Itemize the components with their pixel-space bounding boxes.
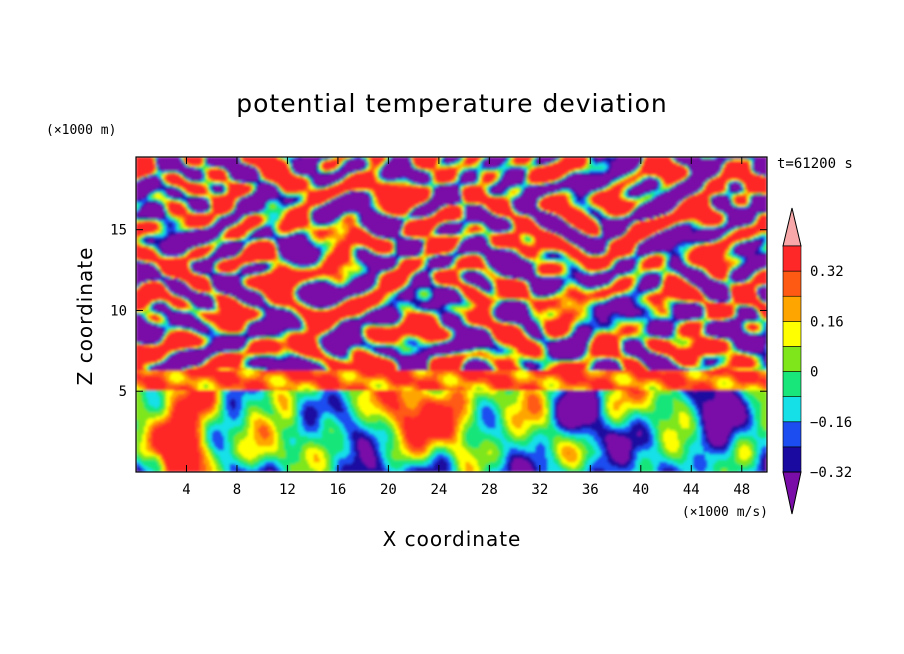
colorbar-tick-label: 0.16 [810,314,844,330]
x-tick-label: 12 [279,482,296,498]
colorbar-band [782,446,802,473]
time-label: t=61200 s [777,156,853,172]
plot-frame [135,156,768,473]
colorbar-band [782,245,802,272]
x-tick-label: 16 [329,482,346,498]
y-axis: 5 10 15 [110,223,767,400]
x-axis-unit: (×1000 m/s) [682,505,768,520]
y-tick-label: 5 [119,384,127,400]
colorbar-tick-label: 0.32 [810,264,844,280]
colorbar-band [782,346,802,372]
colorbar-extend-top [782,207,802,247]
x-tick-label: 48 [733,482,750,498]
x-axis: 4 8 12 16 20 24 28 32 36 40 44 48 [182,157,750,498]
x-tick-label: 44 [683,482,700,498]
x-tick-label: 36 [582,482,599,498]
x-tick-label: 40 [632,482,649,498]
x-axis-label: X coordinate [383,527,522,551]
x-tick-label: 32 [531,482,548,498]
colorbar-band [782,295,802,322]
colorbar-band [782,270,802,297]
colorbar-band [782,396,802,423]
colorbar-tick-label: 0 [810,365,818,381]
x-tick-label: 4 [182,482,190,498]
y-axis-unit: (×1000 m) [46,123,116,138]
x-tick-label: 28 [481,482,498,498]
colorbar-tick-label: −0.32 [810,465,852,481]
colorbar: 0.32 0.16 0 −0.16 −0.32 [782,207,852,515]
colorbar-band [782,321,802,347]
contour-field [136,157,767,472]
contour-field-image [136,157,767,472]
x-tick-label: 24 [430,482,447,498]
y-axis-label: Z coordinate [73,247,97,386]
x-tick-label: 8 [233,482,241,498]
y-tick-label: 15 [110,223,127,239]
chart-title: potential temperature deviation [236,89,667,118]
y-tick-label: 10 [110,303,127,319]
colorbar-band [782,371,802,397]
x-tick-label: 20 [380,482,397,498]
colorbar-tick-label: −0.16 [810,415,852,431]
colorbar-extend-bottom [782,471,802,515]
colorbar-band [782,421,802,448]
